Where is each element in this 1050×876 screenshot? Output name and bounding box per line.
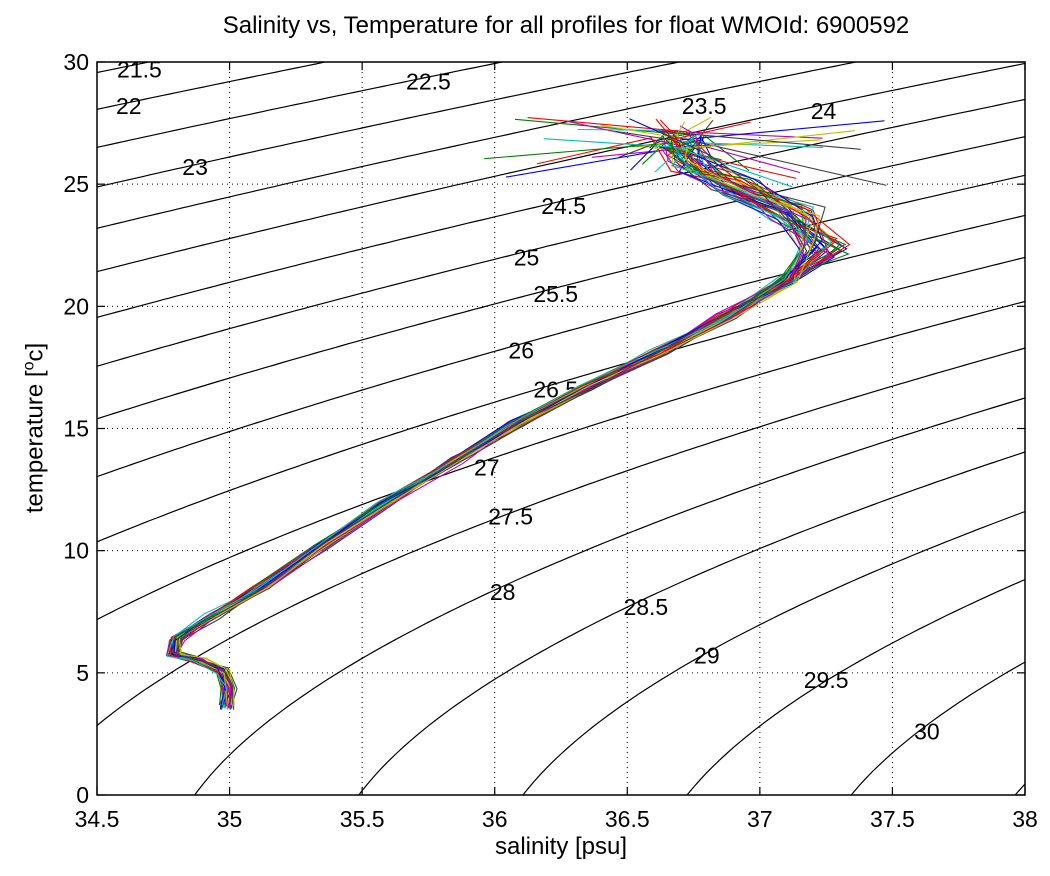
density-contour-label: 30 [914, 718, 940, 744]
x-tick-label: 37 [747, 806, 773, 832]
density-contour-line [358, 451, 1025, 795]
density-contour-label: 25.5 [533, 281, 578, 307]
density-contour-label: 23 [182, 154, 208, 180]
density-contour-line [97, 62, 1025, 273]
x-tick-label: 34.5 [75, 806, 120, 832]
y-tick-label: 10 [63, 538, 89, 564]
density-contour-line [97, 62, 682, 188]
density-contour-label: 21.5 [117, 56, 162, 82]
chart-title: Salinity vs, Temperature for all profile… [222, 12, 910, 39]
y-tick-label: 30 [63, 49, 89, 75]
density-contour-line [97, 300, 1025, 621]
density-contour-line [97, 256, 1025, 543]
density-contour-line [686, 578, 1025, 795]
x-axis-label: salinity [psu] [494, 833, 628, 860]
y-tick-label: 15 [63, 416, 89, 442]
x-tick-labels: 34.5 35 35.5 36 36.5 37 37.5 38 [75, 806, 1038, 832]
density-contour-label: 27 [474, 455, 500, 481]
density-contour-label: 23.5 [682, 93, 727, 119]
profiles [165, 117, 887, 710]
plot-area-background [97, 62, 1025, 795]
x-tick-label: 35 [217, 806, 243, 832]
x-tick-label: 36.5 [605, 806, 650, 832]
x-tick-label: 36 [482, 806, 508, 832]
density-contour-label: 22 [116, 93, 142, 119]
density-contour-line [97, 98, 1025, 318]
density-contour-label: 28 [490, 579, 516, 605]
y-tick-labels: 0 5 10 15 20 25 30 [63, 49, 89, 808]
x-tick-label: 37.5 [870, 806, 915, 832]
y-tick-label: 25 [63, 171, 89, 197]
density-contour-label: 26 [508, 337, 534, 363]
y-tick-label: 0 [76, 782, 89, 808]
density-contours [97, 0, 1025, 795]
density-contour-line [97, 347, 1025, 726]
density-contour-label: 29 [694, 643, 720, 669]
profile-line [177, 130, 861, 705]
y-tick-label: 20 [63, 293, 89, 319]
density-contour-line [97, 136, 1025, 367]
x-tick-label: 35.5 [340, 806, 385, 832]
axes [96, 61, 1026, 796]
profile-line [166, 145, 810, 706]
y-tick-label: 5 [76, 660, 89, 686]
density-contour-label: 29.5 [804, 667, 849, 693]
density-contour-label: 28.5 [623, 594, 668, 620]
y-axis-label-end: c] [21, 342, 49, 362]
x-tick-label: 38 [1012, 806, 1038, 832]
density-contour-line [97, 62, 329, 110]
density-contour-line [850, 661, 1025, 795]
density-contour-label: 22.5 [406, 69, 451, 95]
density-contour-line [97, 0, 1025, 2]
density-contour-label: 24.5 [541, 193, 586, 219]
density-contour-line [193, 397, 1025, 795]
density-contour-line [522, 510, 1025, 795]
density-contour-line [97, 174, 1025, 420]
density-contour-line [97, 62, 506, 148]
y-axis-label-superscript: o [20, 361, 38, 371]
density-contour-label: 25 [514, 244, 540, 270]
y-axis-label-main: temperature [ [21, 370, 49, 514]
y-axis-label: temperature [oc] [21, 343, 50, 513]
profile-line [178, 139, 821, 706]
density-contour-label: 27.5 [488, 503, 533, 529]
density-contour-label: 24 [811, 98, 837, 124]
density-contour-line [97, 214, 1025, 478]
